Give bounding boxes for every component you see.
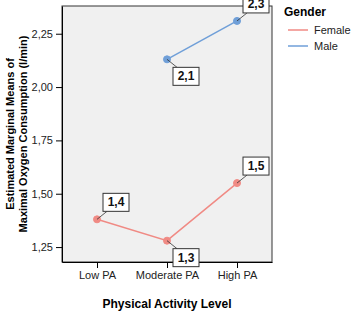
y-tick-label: 1,50: [32, 188, 53, 200]
data-label-box: 2,1: [167, 59, 199, 85]
y-axis: 1,25 1,50 1,75 2,00 2,25: [32, 7, 63, 263]
data-label: 2,1: [178, 69, 195, 83]
label-connector: [97, 211, 107, 219]
x-axis: Low PA Moderate PA High PA: [63, 262, 273, 281]
x-tick-mark: [167, 262, 168, 268]
y-tick: 1,50: [32, 188, 62, 200]
series-line: [167, 21, 237, 59]
chart: 1,25 1,50 1,75 2,00 2,25 Low PA Moderate PA Hig…: [0, 0, 364, 320]
x-tick-mark: [237, 262, 238, 268]
legend-swatch: [288, 45, 308, 47]
label-connector: [237, 175, 247, 183]
x-tick: Low PA: [79, 262, 117, 281]
data-label: 1,4: [108, 195, 125, 209]
legend-swatch: [288, 29, 308, 31]
marks: [94, 17, 241, 244]
label-connector: [167, 59, 177, 67]
plot-frame: [62, 6, 272, 262]
data-label-box: 2,3: [237, 0, 269, 21]
y-tick: 2,25: [32, 28, 62, 40]
label-connector: [237, 13, 247, 21]
data-label: 1,5: [248, 159, 265, 173]
x-axis-title: Physical Activity Level: [103, 297, 232, 311]
y-axis-title: Estimated Marginal Means ofMaximal Oxyge…: [4, 35, 29, 232]
y-tick-label: 2,00: [32, 81, 53, 93]
y-tick-mark: [56, 34, 62, 35]
y-tick-mark: [56, 247, 62, 248]
label-box: [243, 157, 269, 175]
legend-label: Female: [314, 24, 351, 36]
label-box: [173, 249, 199, 267]
x-tick-mark: [97, 262, 98, 268]
x-tick: High PA: [218, 262, 258, 281]
label-box: [173, 67, 199, 85]
data-label-box: 1,3: [167, 241, 199, 267]
label-box: [243, 0, 269, 13]
label-box: [103, 193, 129, 211]
x-tick-label: High PA: [218, 269, 258, 281]
y-tick-mark: [56, 87, 62, 88]
data-label-box: 1,5: [237, 157, 269, 183]
x-tick-label: Moderate PA: [136, 269, 200, 281]
series-line: [97, 183, 237, 241]
data-labels: 1,4 1,3 1,5 2,1 2,3: [97, 0, 269, 267]
data-label-box: 1,4: [97, 193, 129, 219]
y-tick-label: 1,25: [32, 241, 53, 253]
legend-label: Male: [314, 40, 338, 52]
y-tick: 1,75: [32, 134, 62, 146]
y-tick: 1,25: [32, 241, 62, 253]
plot: 1,25 1,50 1,75 2,00 2,25 Low PA Moderate PA Hig…: [32, 0, 273, 281]
y-tick-label: 2,25: [32, 28, 53, 40]
y-tick: 2,00: [32, 81, 62, 93]
y-axis-line: [62, 7, 63, 263]
label-connector: [167, 241, 177, 249]
x-tick-label: Low PA: [79, 269, 117, 281]
y-tick-mark: [56, 194, 62, 195]
data-label: 2,3: [248, 0, 265, 11]
legend-title: Gender: [284, 5, 326, 19]
data-label: 1,3: [178, 251, 195, 265]
y-tick-label: 1,75: [32, 134, 53, 146]
y-tick-mark: [56, 140, 62, 141]
legend: Gender Female Male: [284, 5, 351, 52]
